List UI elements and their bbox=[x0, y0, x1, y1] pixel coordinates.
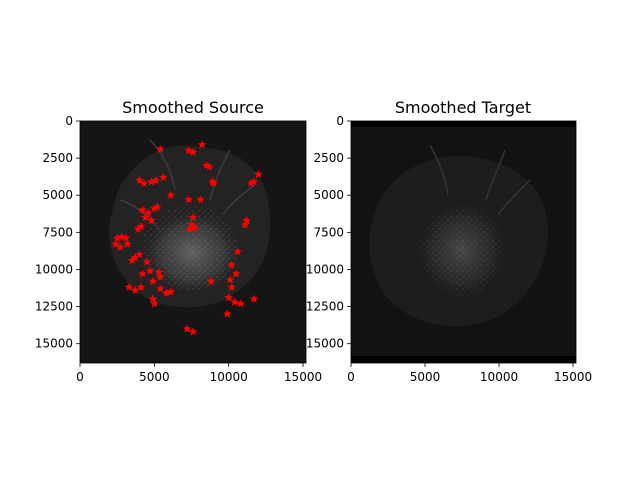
landmark-point bbox=[222, 309, 232, 318]
source-y-tick-label: 5000 bbox=[42, 188, 73, 202]
landmark-point bbox=[152, 202, 162, 211]
source-x-tick-label: 5000 bbox=[139, 370, 170, 384]
landmark-point bbox=[130, 285, 140, 295]
landmark-point bbox=[246, 178, 256, 188]
landmark-point bbox=[133, 224, 143, 234]
landmark-point bbox=[135, 175, 144, 185]
source-y-tick-label: 10000 bbox=[35, 262, 73, 276]
source-y-tick-label: 7500 bbox=[42, 225, 73, 239]
landmark-point bbox=[230, 297, 240, 306]
landmark-point bbox=[197, 140, 207, 149]
target-x-tick-label: 0 bbox=[347, 370, 355, 384]
landmark-point bbox=[190, 223, 199, 232]
landmark-point bbox=[225, 275, 235, 284]
landmark-point bbox=[188, 212, 198, 222]
landmark-point bbox=[231, 269, 241, 278]
landmark-point bbox=[188, 147, 198, 156]
landmark-point bbox=[233, 246, 243, 256]
source-x-tick-label: 0 bbox=[76, 370, 84, 384]
landmark-point bbox=[155, 272, 165, 281]
landmark-point bbox=[188, 327, 198, 336]
target-y-tick-label: 7500 bbox=[313, 225, 344, 239]
landmark-point bbox=[249, 294, 259, 303]
landmark-point bbox=[117, 232, 127, 241]
landmark-point bbox=[137, 269, 147, 278]
landmark-point bbox=[184, 145, 194, 155]
source-landmarks bbox=[111, 140, 263, 336]
target-x-tick-label: 10000 bbox=[480, 370, 518, 384]
source-y-tick-label: 12500 bbox=[35, 300, 73, 314]
landmark-point bbox=[166, 190, 176, 200]
landmark-point bbox=[227, 260, 237, 269]
landmark-point bbox=[127, 255, 137, 265]
landmark-point bbox=[124, 282, 134, 292]
landmark-point bbox=[149, 298, 159, 308]
source-x-tick-label: 10000 bbox=[210, 370, 248, 384]
target-title: Smoothed Target bbox=[395, 98, 531, 117]
landmark-point bbox=[115, 242, 125, 251]
target-y-tick-label: 12500 bbox=[306, 300, 344, 314]
target-panel: Smoothed Target 0 2500 5000 7500 10000 12500 1… bbox=[306, 98, 592, 384]
target-y-tick-label: 10000 bbox=[306, 262, 344, 276]
source-y-tick-label: 15000 bbox=[35, 337, 73, 351]
landmark-point bbox=[154, 267, 164, 277]
target-x-tick-label: 5000 bbox=[410, 370, 441, 384]
landmark-point bbox=[224, 292, 234, 302]
landmark-point bbox=[195, 194, 205, 204]
landmark-point bbox=[242, 215, 251, 225]
landmark-point bbox=[139, 178, 149, 188]
landmark-point bbox=[123, 239, 133, 249]
source-x-tick-label: 15000 bbox=[284, 370, 322, 384]
landmark-point bbox=[142, 257, 152, 266]
landmark-point bbox=[158, 172, 168, 182]
landmark-point bbox=[136, 282, 146, 292]
target-y-tick-label: 15000 bbox=[306, 337, 344, 351]
landmark-point bbox=[140, 212, 150, 222]
landmark-point bbox=[204, 162, 214, 171]
landmark-point bbox=[135, 249, 144, 259]
target-image bbox=[351, 121, 576, 363]
landmark-point bbox=[182, 324, 192, 333]
source-x-axis: 0 5000 10000 15000 bbox=[76, 363, 322, 384]
source-panel: Smoothed Source 0 2500 5000 7500 10000 12500 1… bbox=[35, 98, 322, 384]
landmark-point bbox=[240, 220, 250, 229]
target-x-axis: 0 5000 10000 15000 bbox=[347, 363, 592, 384]
source-y-tick-label: 0 bbox=[65, 114, 73, 128]
landmark-point bbox=[155, 144, 165, 154]
landmark-point bbox=[184, 194, 194, 204]
landmark-point bbox=[209, 178, 219, 188]
landmark-point bbox=[137, 205, 147, 214]
source-title: Smoothed Source bbox=[122, 98, 264, 117]
source-image bbox=[80, 121, 306, 363]
source-axes-frame bbox=[79, 120, 307, 364]
target-y-tick-label: 5000 bbox=[313, 188, 344, 202]
target-y-tick-label: 0 bbox=[336, 114, 344, 128]
landmark-point bbox=[206, 276, 216, 286]
landmark-point bbox=[148, 294, 158, 303]
landmark-point bbox=[155, 284, 165, 293]
landmark-point bbox=[143, 208, 153, 217]
landmark-point bbox=[111, 239, 121, 249]
source-y-tick-label: 2500 bbox=[42, 151, 73, 165]
landmark-point bbox=[121, 233, 131, 243]
target-axes-frame bbox=[350, 120, 577, 364]
landmark-point bbox=[236, 298, 246, 308]
landmark-point bbox=[227, 282, 237, 292]
landmark-point bbox=[146, 215, 156, 225]
target-y-tick-label: 2500 bbox=[313, 151, 344, 165]
landmark-point bbox=[148, 276, 158, 286]
landmark-point bbox=[151, 175, 161, 185]
source-y-axis: 0 2500 5000 7500 10000 12500 15000 bbox=[35, 114, 80, 351]
landmark-point bbox=[253, 169, 263, 179]
target-y-axis: 0 2500 5000 7500 10000 12500 15000 bbox=[306, 114, 351, 351]
landmark-point bbox=[166, 287, 176, 296]
landmark-point bbox=[145, 266, 155, 275]
target-x-tick-label: 15000 bbox=[554, 370, 592, 384]
